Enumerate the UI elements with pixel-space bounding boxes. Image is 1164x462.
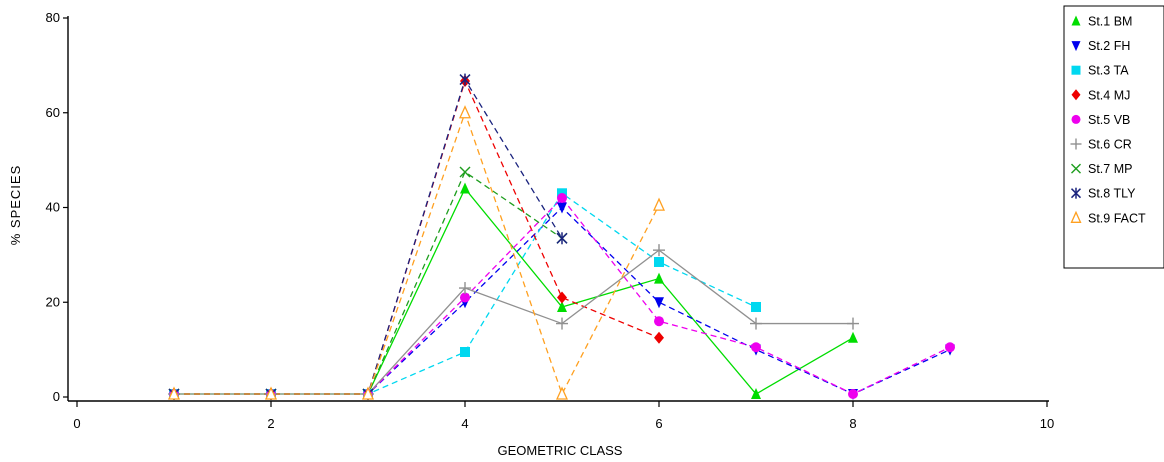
legend-label: St.4 MJ bbox=[1088, 88, 1130, 102]
legend-box bbox=[1063, 5, 1164, 269]
data-point-marker bbox=[264, 386, 278, 400]
series-line bbox=[174, 187, 854, 395]
data-point-marker bbox=[458, 105, 472, 119]
data-point-marker bbox=[1070, 210, 1082, 223]
data-point-marker bbox=[848, 389, 858, 399]
x-tick-label: 2 bbox=[267, 416, 274, 431]
legend-item: St.9 FACT bbox=[1070, 210, 1146, 225]
y-axis-title: % SPECIES bbox=[8, 165, 23, 246]
data-point-marker bbox=[848, 331, 858, 343]
data-point-marker bbox=[459, 166, 471, 178]
data-point-marker bbox=[1071, 89, 1081, 101]
x-tick-label: 8 bbox=[849, 416, 856, 431]
legend-item: St.3 TA bbox=[1071, 64, 1129, 78]
data-point-marker bbox=[751, 301, 761, 312]
legend-label: St.7 MP bbox=[1088, 162, 1132, 176]
data-point-marker bbox=[361, 386, 375, 400]
x-tick-label: 4 bbox=[461, 416, 468, 431]
data-point-marker bbox=[459, 73, 471, 86]
data-point-marker bbox=[652, 197, 666, 211]
x-tick-label: 0 bbox=[73, 416, 80, 431]
data-point-marker bbox=[167, 386, 181, 400]
legend-label: St.6 CR bbox=[1088, 138, 1132, 152]
x-tick-label: 10 bbox=[1040, 416, 1054, 431]
y-tick-label: 20 bbox=[46, 294, 60, 309]
data-point-marker bbox=[557, 300, 567, 312]
legend-label: St.1 BM bbox=[1088, 15, 1132, 29]
data-point-marker bbox=[460, 346, 470, 357]
legend-item: St.7 MP bbox=[1071, 162, 1132, 176]
y-tick-label: 60 bbox=[46, 105, 60, 120]
data-point-marker bbox=[1070, 138, 1082, 150]
data-point-marker bbox=[556, 317, 568, 330]
data-point-marker bbox=[557, 193, 567, 204]
legend: St.1 BM St.2 FH St.3 TA St.4 MJ St.5 VB St.6 … bbox=[1063, 5, 1164, 269]
chart-axes: 0 20 40 60 80 0 2 4 6 8 10 bbox=[46, 10, 1055, 431]
data-point-marker bbox=[556, 232, 568, 245]
data-point-marker bbox=[1071, 65, 1081, 75]
series-markers bbox=[167, 73, 955, 400]
data-point-marker bbox=[654, 331, 664, 344]
data-point-marker bbox=[460, 292, 470, 303]
y-tick-label: 0 bbox=[53, 389, 60, 404]
data-point-marker bbox=[555, 386, 569, 400]
legend-item: St.5 VB bbox=[1071, 113, 1130, 127]
data-point-marker bbox=[459, 282, 471, 295]
data-point-marker bbox=[751, 342, 761, 353]
data-point-marker bbox=[1071, 15, 1081, 26]
legend-item: St.8 TLY bbox=[1070, 187, 1136, 201]
legend-item: St.2 FH bbox=[1071, 39, 1130, 53]
legend-item: St.4 MJ bbox=[1071, 88, 1130, 102]
data-point-marker bbox=[1071, 41, 1081, 52]
data-point-marker bbox=[1071, 114, 1081, 124]
x-axis-title: GEOMETRIC CLASS bbox=[498, 443, 623, 458]
data-point-marker bbox=[654, 272, 664, 284]
data-point-marker bbox=[1071, 163, 1081, 174]
y-tick-label: 80 bbox=[46, 10, 60, 25]
legend-label: St.8 TLY bbox=[1088, 187, 1136, 201]
y-tick-label: 40 bbox=[46, 200, 60, 215]
legend-item: St.1 BM bbox=[1071, 15, 1132, 29]
series-line bbox=[174, 110, 660, 396]
data-point-marker bbox=[460, 182, 470, 194]
legend-label: St.3 TA bbox=[1088, 64, 1129, 78]
legend-label: St.9 FACT bbox=[1088, 211, 1146, 225]
data-point-marker bbox=[847, 317, 859, 330]
data-point-marker bbox=[751, 388, 761, 399]
data-point-marker bbox=[654, 297, 664, 309]
data-point-marker bbox=[654, 316, 664, 327]
data-point-marker bbox=[557, 202, 567, 214]
series-line bbox=[174, 170, 563, 395]
legend-label: St.2 FH bbox=[1088, 39, 1130, 53]
data-point-marker bbox=[654, 256, 664, 267]
data-point-marker bbox=[750, 317, 762, 330]
legend-label: St.5 VB bbox=[1088, 113, 1130, 127]
data-point-marker bbox=[653, 244, 665, 257]
x-tick-label: 6 bbox=[655, 416, 662, 431]
data-point-marker bbox=[1070, 187, 1082, 199]
data-point-marker bbox=[945, 342, 955, 353]
data-point-marker bbox=[557, 291, 567, 304]
legend-item: St.6 CR bbox=[1070, 138, 1132, 152]
